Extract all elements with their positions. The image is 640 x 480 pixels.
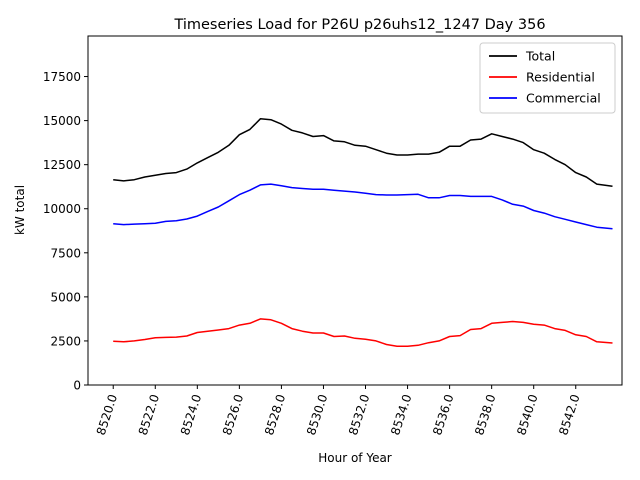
series-line-total xyxy=(113,118,613,187)
x-tick-label: 8528.0 xyxy=(262,393,288,437)
chart-title: Timeseries Load for P26U p26uhs12_1247 D… xyxy=(173,17,545,33)
y-tick-label: 10000 xyxy=(43,202,81,216)
x-axis-label: Hour of Year xyxy=(318,451,392,465)
x-tick-label: 8538.0 xyxy=(472,393,498,437)
legend-label-residential: Residential xyxy=(526,70,595,85)
y-tick-label: 7500 xyxy=(50,246,81,260)
plot-lines xyxy=(113,118,613,347)
x-tick-label: 8524.0 xyxy=(178,393,204,437)
legend-box xyxy=(479,42,616,114)
y-axis: 0 2500 5000 7500 10000 12500 15000 17500 xyxy=(43,70,88,393)
y-tick-label: 17500 xyxy=(43,70,81,84)
series-line-residential xyxy=(113,318,613,347)
y-tick-label: 0 xyxy=(73,379,81,393)
x-tick-label: 8522.0 xyxy=(136,393,162,437)
x-tick-label: 8532.0 xyxy=(346,393,372,437)
legend-label-total: Total xyxy=(525,49,555,64)
y-tick-label: 5000 xyxy=(50,290,81,304)
x-tick-label: 8542.0 xyxy=(556,393,582,437)
y-tick-label: 12500 xyxy=(43,158,81,172)
x-tick-label: 8526.0 xyxy=(220,393,246,437)
plot-frame xyxy=(87,35,623,386)
y-axis-label: kW total xyxy=(13,185,27,235)
series-line-commercial xyxy=(113,183,613,230)
x-tick-label: 8534.0 xyxy=(388,393,414,437)
y-tick-label: 2500 xyxy=(50,334,81,348)
legend-label-commercial: Commercial xyxy=(526,91,601,106)
legend: Total Residential Commercial xyxy=(479,42,616,114)
x-tick-label: 8536.0 xyxy=(430,393,456,437)
x-tick-label: 8530.0 xyxy=(304,393,330,437)
x-tick-label: 8540.0 xyxy=(514,393,540,437)
x-tick-label: 8520.0 xyxy=(94,393,120,437)
x-axis: 8520.0 8522.0 8524.0 8526.0 8528.0 8530.0 8532… xyxy=(94,385,583,437)
y-tick-label: 15000 xyxy=(43,114,81,128)
